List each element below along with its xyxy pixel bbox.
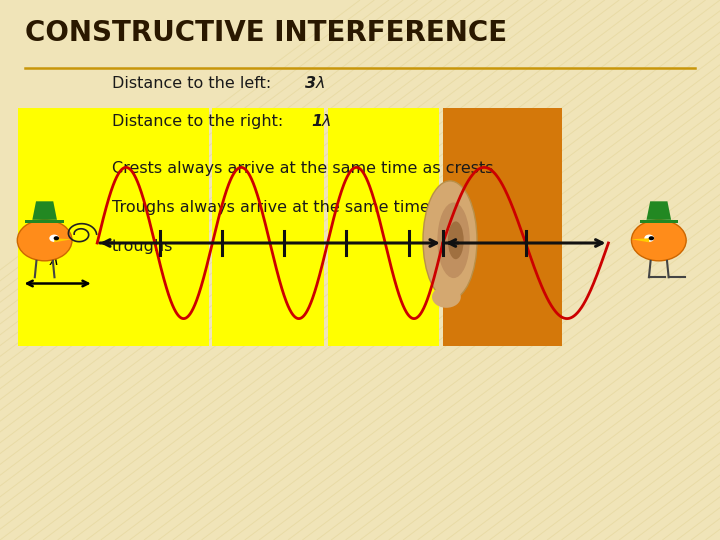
Text: 3: 3: [305, 76, 315, 91]
Text: Troughs always arrive at the same time as: Troughs always arrive at the same time a…: [112, 200, 453, 215]
Polygon shape: [443, 108, 562, 346]
Circle shape: [49, 234, 59, 242]
Polygon shape: [212, 108, 324, 346]
Polygon shape: [328, 108, 439, 346]
Text: Distance to the right:: Distance to the right:: [112, 114, 293, 130]
Text: 1: 1: [312, 114, 323, 130]
Polygon shape: [639, 220, 678, 223]
Text: troughs: troughs: [112, 239, 173, 254]
Text: Crests always arrive at the same time as crests: Crests always arrive at the same time as…: [112, 161, 493, 176]
Circle shape: [644, 234, 654, 242]
Ellipse shape: [448, 221, 464, 259]
Polygon shape: [54, 238, 72, 242]
Circle shape: [54, 236, 59, 240]
Text: λ: λ: [322, 114, 331, 130]
Polygon shape: [18, 108, 97, 346]
Text: λ: λ: [315, 76, 325, 91]
Text: λ: λ: [50, 253, 58, 268]
Text: CONSTRUCTIVE INTERFERENCE: CONSTRUCTIVE INTERFERENCE: [25, 19, 508, 47]
Ellipse shape: [423, 181, 477, 300]
Circle shape: [649, 236, 654, 240]
Polygon shape: [32, 201, 57, 220]
Ellipse shape: [432, 286, 461, 308]
Polygon shape: [631, 238, 649, 242]
Polygon shape: [25, 220, 64, 223]
Polygon shape: [97, 108, 209, 346]
Polygon shape: [647, 201, 671, 220]
Circle shape: [631, 220, 686, 261]
Circle shape: [17, 220, 72, 261]
Ellipse shape: [438, 202, 470, 278]
Text: Distance to the left:: Distance to the left:: [112, 76, 281, 91]
